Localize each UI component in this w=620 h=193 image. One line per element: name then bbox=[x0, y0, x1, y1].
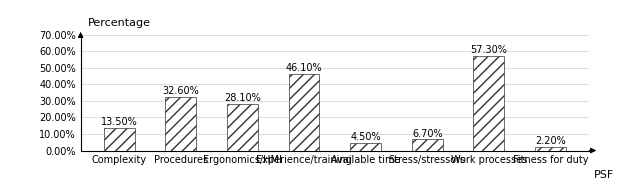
Text: PSF: PSF bbox=[593, 170, 614, 180]
Bar bbox=[474, 56, 504, 151]
Text: 13.50%: 13.50% bbox=[100, 117, 138, 127]
Bar bbox=[350, 143, 381, 151]
Bar bbox=[104, 128, 135, 151]
Text: Percentage: Percentage bbox=[88, 18, 151, 28]
Text: 6.70%: 6.70% bbox=[412, 129, 443, 139]
Text: 4.50%: 4.50% bbox=[350, 132, 381, 142]
Text: 2.20%: 2.20% bbox=[535, 136, 566, 146]
Text: 46.10%: 46.10% bbox=[286, 63, 322, 74]
Text: 32.60%: 32.60% bbox=[162, 86, 199, 96]
Bar bbox=[288, 74, 319, 151]
Bar bbox=[227, 104, 258, 151]
Bar bbox=[166, 97, 196, 151]
Bar bbox=[535, 147, 566, 151]
Bar bbox=[412, 140, 443, 151]
Text: 57.30%: 57.30% bbox=[471, 45, 507, 55]
Text: 28.10%: 28.10% bbox=[224, 93, 261, 103]
